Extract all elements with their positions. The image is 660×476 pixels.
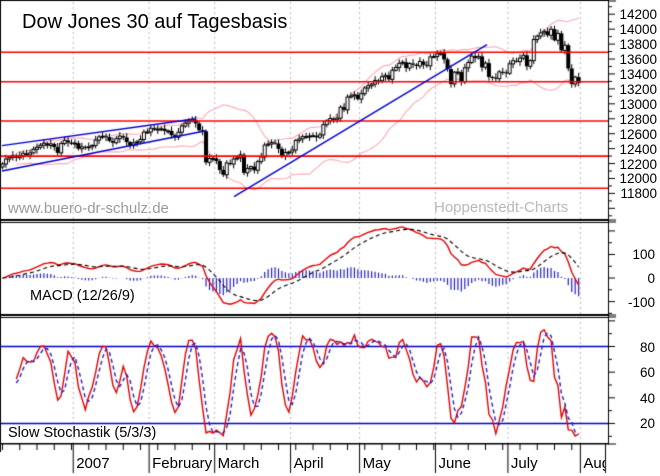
price-y-tick-label: 13800 [619,37,657,53]
price-y-tick-label: 12400 [619,141,657,157]
price-y-tick-label: 13600 [619,52,657,68]
price-y-tick-label: 14200 [619,7,657,23]
stochastic-y-tick-label: 60 [639,365,655,381]
x-axis-month-label: February [152,455,213,472]
price-y-tick-label: 12200 [619,156,657,172]
price-y-tick-label: 13200 [619,81,657,97]
macd-y-tick-label: -100 [627,294,655,310]
price-y-tick-label: 12800 [619,111,657,127]
x-axis-month-label: July [510,455,538,472]
x-axis-month-label: March [217,455,260,472]
watermark-right: Hoppenstedt-Charts [434,199,569,216]
price-y-tick-label: 12000 [619,171,657,187]
macd-y-tick-label: 100 [632,247,655,263]
stochastic-y-tick-label: 80 [639,339,655,355]
macd-panel-label: MACD (12/26/9) [30,288,135,304]
macd-y-tick-label: 0 [647,271,655,287]
price-y-tick-label: 11800 [620,186,657,202]
stochastic-y-tick-label: 20 [639,416,655,432]
price-y-tick-label: 13400 [619,66,657,82]
x-axis-month-label: Aug [583,455,605,472]
price-y-tick-label: 14000 [619,22,657,38]
chart-title: Dow Jones 30 auf Tagesbasis [22,11,288,33]
stochastic-panel-label: Slow Stochastik (5/3/3) [8,425,157,441]
stochastic-y-tick-label: 40 [639,390,655,406]
price-y-tick-label: 13000 [619,96,657,112]
x-axis-month-label: April [293,455,324,472]
x-axis-month-label: June [438,455,471,472]
watermark-left: www.buero-dr-schulz.de [8,200,169,217]
x-axis-month-label: 2007 [76,455,110,472]
price-y-tick-label: 12600 [619,126,657,142]
x-axis-month-label: May [362,455,391,472]
